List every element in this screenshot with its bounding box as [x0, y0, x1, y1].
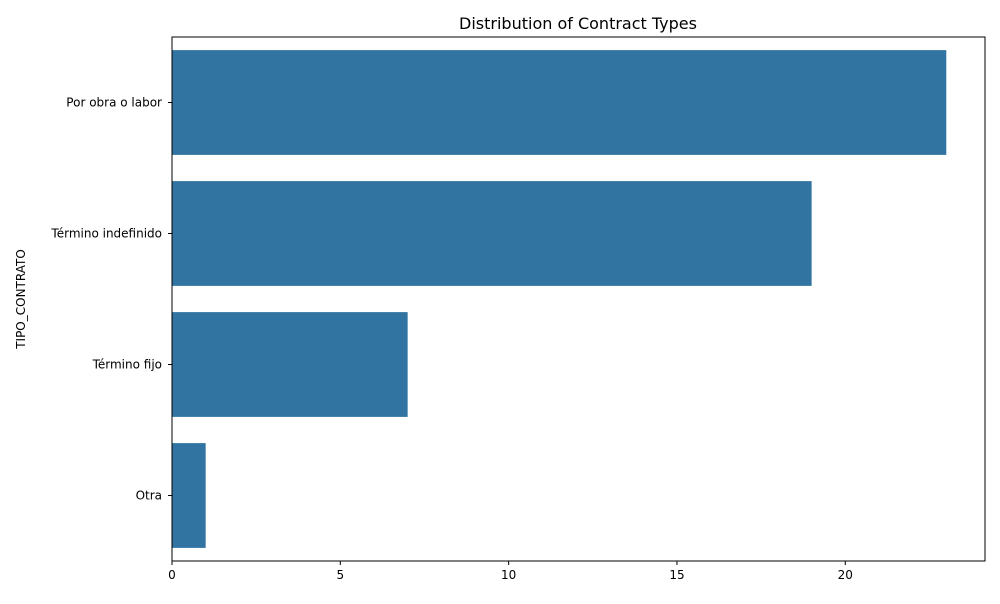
x-tick-label: 15 [669, 568, 684, 582]
y-axis-label: TIPO_CONTRATO [14, 249, 28, 350]
y-tick-label: Por obra o labor [66, 96, 162, 110]
bars-layer [172, 50, 947, 548]
x-tick-label: 10 [501, 568, 516, 582]
y-tick-label: Término indefinido [50, 227, 162, 241]
x-tick-label: 5 [337, 568, 345, 582]
x-ticks: 0 5 10 15 20 [168, 561, 853, 582]
y-ticks: Por obra o labor Término indefinido Términ… [50, 96, 172, 503]
x-tick-label: 0 [168, 568, 176, 582]
y-tick-label: Otra [136, 489, 162, 503]
x-tick-label: 20 [838, 568, 853, 582]
bar [172, 443, 206, 548]
y-tick-label: Término fijo [92, 358, 162, 372]
plot-frame [171, 36, 986, 562]
bar [172, 312, 408, 417]
bar [172, 181, 812, 286]
chart-title: Distribution of Contract Types [459, 14, 697, 33]
axes-frame [171, 36, 986, 562]
bar [172, 50, 947, 155]
